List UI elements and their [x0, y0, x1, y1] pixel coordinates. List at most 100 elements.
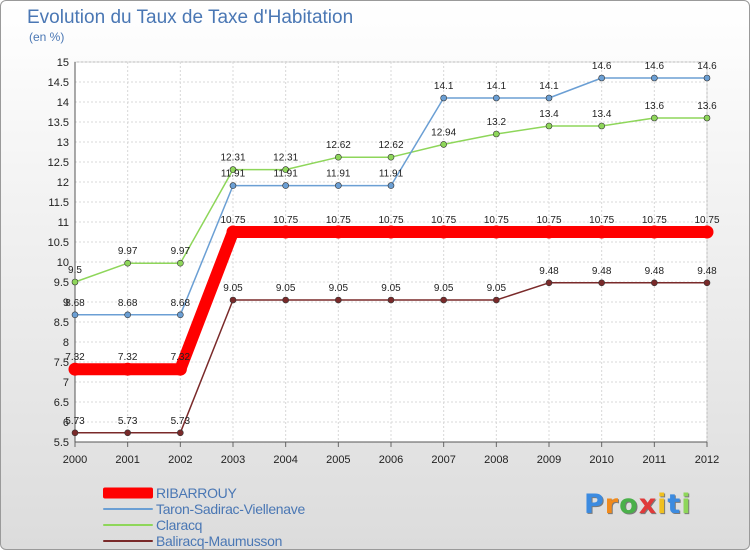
data-label-baliracq-maumusson: 9.05 [276, 283, 296, 294]
data-point-claracq [545, 122, 553, 130]
data-point-ribarrouy [173, 362, 187, 376]
logo-letter: r [604, 489, 620, 520]
y-tick-label: 7.5 [54, 357, 69, 369]
data-point-claracq [124, 259, 131, 267]
data-label-ribarrouy: 10.75 [220, 215, 245, 226]
data-label-taron-sadirac-viellenave: 11.91 [379, 169, 404, 180]
data-point-taron-sadirac-viellenave [545, 94, 553, 102]
x-tick-label: 2000 [63, 454, 87, 466]
data-point-claracq [493, 130, 500, 138]
data-label-claracq: 13.4 [592, 109, 612, 120]
x-tick-label: 2009 [537, 454, 561, 466]
legend-label: Taron-Sadirac-Viellenave [156, 501, 305, 517]
data-point-ribarrouy [331, 225, 345, 239]
data-label-ribarrouy: 10.75 [378, 215, 403, 226]
x-tick-label: 2012 [695, 454, 719, 466]
x-tick-label: 2002 [168, 454, 192, 466]
data-point-ribarrouy [68, 362, 82, 376]
data-label-baliracq-maumusson: 9.05 [434, 283, 454, 294]
data-point-taron-sadirac-viellenave [177, 311, 184, 319]
data-point-claracq [177, 259, 184, 267]
data-label-ribarrouy: 7.32 [171, 352, 191, 363]
data-label-claracq: 12.62 [326, 140, 351, 151]
data-point-claracq [387, 153, 395, 161]
data-label-claracq: 12.62 [378, 140, 403, 151]
data-point-taron-sadirac-viellenave [282, 182, 289, 189]
legend-item-taron-sadirac-viellenave: Taron-Sadirac-Viellenave [103, 501, 363, 517]
legend-label: RIBARROUY [156, 485, 237, 501]
legend-label: Baliracq-Maumusson [156, 533, 283, 549]
data-label-baliracq-maumusson: 9.48 [645, 266, 665, 277]
y-tick-label: 15 [57, 57, 69, 69]
data-point-baliracq-maumusson [229, 296, 237, 304]
x-tick-label: 2003 [221, 454, 245, 466]
data-label-ribarrouy: 7.32 [118, 352, 138, 363]
data-label-baliracq-maumusson: 9.05 [487, 283, 507, 294]
data-point-taron-sadirac-viellenave [335, 182, 342, 189]
data-point-baliracq-maumusson [124, 429, 131, 437]
y-tick-label: 8.5 [54, 317, 69, 329]
x-tick-label: 2001 [115, 454, 139, 466]
data-label-baliracq-maumusson: 9.48 [697, 266, 717, 277]
x-tick-label: 2008 [484, 454, 508, 466]
data-label-ribarrouy: 10.75 [484, 215, 509, 226]
data-point-baliracq-maumusson [545, 279, 553, 287]
legend-item-baliracq-maumusson: Baliracq-Maumusson [103, 533, 363, 549]
data-label-taron-sadirac-viellenave: 8.68 [65, 298, 85, 309]
data-label-taron-sadirac-viellenave: 14.6 [697, 61, 717, 72]
logo-letter: i [681, 489, 692, 520]
data-point-ribarrouy [595, 225, 609, 239]
logo-letter: x [638, 489, 658, 520]
data-label-taron-sadirac-viellenave: 14.1 [487, 81, 507, 92]
legend-item-claracq: Claracq [103, 517, 363, 533]
data-label-baliracq-maumusson: 9.48 [539, 266, 559, 277]
data-label-baliracq-maumusson: 9.05 [381, 283, 401, 294]
chart-title: Evolution du Taux de Taxe d'Habitation [27, 7, 354, 28]
data-label-taron-sadirac-viellenave: 14.1 [434, 81, 454, 92]
data-label-baliracq-maumusson: 5.73 [65, 416, 85, 427]
data-label-taron-sadirac-viellenave: 14.1 [539, 81, 559, 92]
y-tick-label: 14 [57, 97, 69, 109]
data-label-baliracq-maumusson: 9.48 [592, 266, 612, 277]
y-tick-label: 8 [63, 337, 69, 349]
logo-letter: t [667, 489, 682, 520]
data-point-taron-sadirac-viellenave [598, 74, 605, 82]
data-label-ribarrouy: 7.32 [65, 352, 85, 363]
x-tick-label: 2007 [431, 454, 455, 466]
data-point-ribarrouy [647, 225, 661, 239]
x-tick-label: 2010 [589, 454, 613, 466]
data-label-taron-sadirac-viellenave: 14.6 [645, 61, 665, 72]
x-tick-label: 2011 [643, 454, 667, 466]
y-tick-label: 13.5 [48, 117, 69, 129]
data-point-claracq [703, 114, 711, 122]
y-tick-label: 11.5 [48, 197, 69, 209]
data-label-claracq: 13.2 [487, 117, 507, 128]
data-label-taron-sadirac-viellenave: 8.68 [171, 298, 191, 309]
data-point-claracq [71, 278, 79, 286]
data-label-claracq: 12.31 [273, 153, 298, 164]
logo-letter: o [619, 489, 639, 520]
data-label-claracq: 12.94 [431, 127, 456, 138]
data-label-taron-sadirac-viellenave: 11.91 [221, 169, 246, 180]
data-label-ribarrouy: 10.75 [589, 215, 614, 226]
legend: RIBARROUY Taron-Sadirac-Viellenave Claracq… [103, 485, 363, 549]
data-label-ribarrouy: 10.75 [273, 215, 298, 226]
data-point-ribarrouy [226, 225, 240, 239]
data-label-ribarrouy: 10.75 [431, 215, 456, 226]
data-label-ribarrouy: 10.75 [536, 215, 561, 226]
legend-swatch [103, 487, 153, 499]
data-point-taron-sadirac-viellenave [651, 74, 658, 82]
data-label-baliracq-maumusson: 5.73 [118, 416, 138, 427]
data-point-baliracq-maumusson [651, 279, 658, 287]
y-tick-label: 11 [58, 217, 69, 229]
logo-letter: P [584, 489, 605, 520]
data-label-taron-sadirac-viellenave: 11.91 [274, 169, 299, 180]
y-tick-label: 12 [57, 177, 69, 189]
data-point-claracq [440, 141, 447, 148]
data-label-claracq: 12.31 [220, 153, 245, 164]
legend-swatch [103, 540, 153, 542]
data-point-taron-sadirac-viellenave [229, 182, 237, 189]
data-label-claracq: 13.6 [645, 101, 665, 112]
